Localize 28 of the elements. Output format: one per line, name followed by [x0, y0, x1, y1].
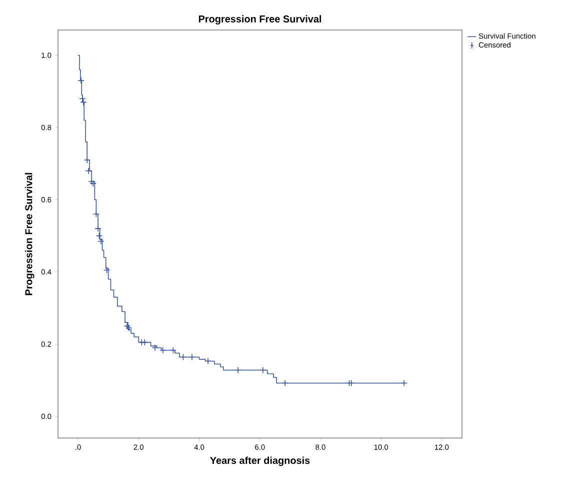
point: [80, 98, 87, 106]
point: [348, 380, 355, 387]
x-axis-title: Years after diagnosis: [210, 456, 310, 466]
point: [126, 324, 132, 332]
point: [92, 210, 100, 218]
point: [90, 180, 97, 187]
point: [204, 358, 212, 364]
point: [170, 346, 177, 354]
point: [84, 156, 90, 164]
point: [282, 380, 288, 387]
point: [234, 366, 242, 374]
point: [88, 178, 96, 186]
y-axis-title: Progression Free Survival: [24, 172, 34, 296]
point: [78, 77, 84, 84]
point: [188, 354, 196, 361]
point: [346, 380, 353, 387]
point: [94, 225, 102, 232]
point: [141, 338, 148, 346]
point: [152, 344, 158, 352]
point: [159, 346, 166, 354]
point: [85, 167, 92, 174]
point: [400, 380, 408, 387]
chart-title: Progression Free Survival: [198, 15, 322, 24]
point: [180, 354, 187, 361]
point: [124, 322, 130, 330]
point: [259, 366, 266, 374]
point: [103, 266, 110, 274]
point: [79, 95, 86, 102]
